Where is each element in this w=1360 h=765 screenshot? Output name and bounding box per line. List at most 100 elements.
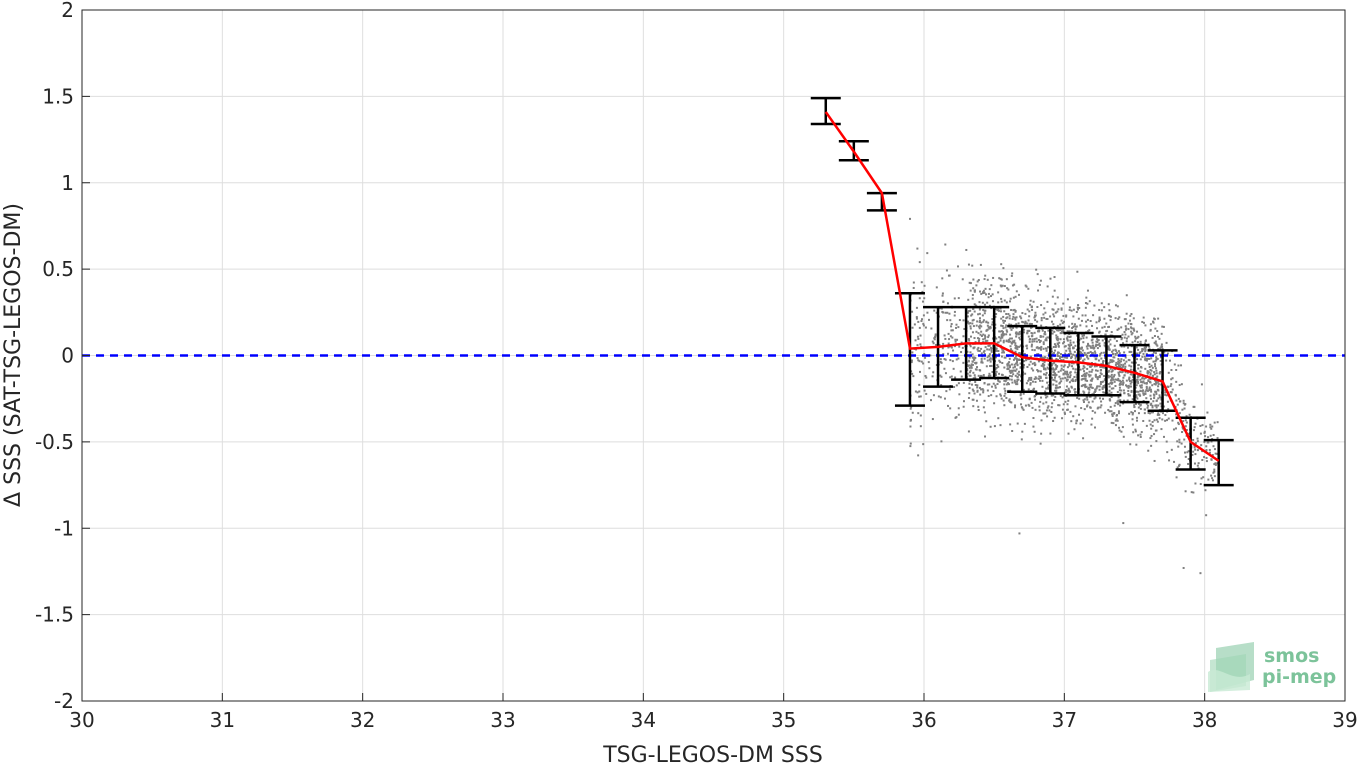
- scatter-point: [1131, 341, 1134, 344]
- scatter-point: [1130, 333, 1133, 336]
- scatter-point: [1020, 438, 1023, 441]
- scatter-point: [1042, 356, 1045, 359]
- scatter-point: [1150, 364, 1153, 367]
- scatter-point: [941, 292, 944, 295]
- scatter-point: [1116, 362, 1119, 365]
- scatter-point: [1054, 344, 1057, 347]
- scatter-point: [982, 333, 985, 336]
- scatter-point: [1088, 391, 1091, 394]
- scatter-point: [1148, 412, 1151, 415]
- scatter-point: [1083, 370, 1086, 373]
- scatter-point: [1015, 331, 1018, 334]
- scatter-point: [1051, 295, 1054, 298]
- x-tick-label: 35: [771, 708, 796, 732]
- scatter-point: [944, 337, 947, 340]
- scatter-point: [1030, 343, 1033, 346]
- scatter-point: [1081, 349, 1084, 352]
- scatter-point: [983, 357, 986, 360]
- scatter-point: [1023, 360, 1026, 363]
- scatter-point: [984, 309, 987, 312]
- scatter-point: [1074, 328, 1077, 331]
- scatter-point: [1006, 316, 1009, 319]
- scatter-point: [918, 261, 921, 264]
- scatter-point: [1149, 372, 1152, 375]
- scatter-point: [978, 319, 981, 322]
- scatter-point: [1180, 364, 1183, 367]
- scatter-point: [1023, 352, 1026, 355]
- scatter-point: [1102, 397, 1105, 400]
- scatter-point: [1148, 357, 1151, 360]
- scatter-point: [1150, 369, 1153, 372]
- scatter-point: [909, 418, 912, 421]
- scatter-point: [1075, 311, 1078, 314]
- scatter-point: [1142, 352, 1145, 355]
- scatter-point: [1207, 436, 1210, 439]
- scatter-point: [932, 371, 935, 374]
- scatter-point: [1153, 433, 1156, 436]
- scatter-point: [1178, 384, 1181, 387]
- scatter-point: [990, 385, 993, 388]
- scatter-point: [1043, 316, 1046, 319]
- scatter-point: [1103, 325, 1106, 328]
- scatter-point: [991, 323, 994, 326]
- scatter-point: [915, 306, 918, 309]
- scatter-point: [974, 383, 977, 386]
- scatter-point: [1033, 361, 1036, 364]
- scatter-point: [1014, 318, 1017, 321]
- scatter-point: [1128, 364, 1131, 367]
- scatter-point: [929, 354, 932, 357]
- scatter-point: [1054, 372, 1057, 375]
- scatter-point: [1214, 452, 1217, 455]
- scatter-point: [1155, 359, 1158, 362]
- scatter-point: [1083, 366, 1086, 369]
- scatter-point: [1123, 336, 1126, 339]
- scatter-point: [1122, 402, 1125, 405]
- scatter-point: [1026, 331, 1029, 334]
- scatter-point: [1100, 381, 1103, 384]
- scatter-point: [989, 326, 992, 329]
- scatter-point: [1208, 451, 1211, 454]
- scatter-point: [1051, 332, 1054, 335]
- scatter-point: [1012, 340, 1015, 343]
- scatter-point: [1001, 334, 1004, 337]
- scatter-point: [1084, 314, 1087, 317]
- scatter-point: [1034, 398, 1037, 401]
- scatter-point: [1014, 355, 1017, 358]
- scatter-point: [955, 323, 958, 326]
- scatter-point: [1016, 364, 1019, 367]
- scatter-point: [1031, 380, 1034, 383]
- scatter-point: [1039, 279, 1042, 282]
- scatter-point: [1013, 357, 1016, 360]
- scatter-point: [1029, 299, 1032, 302]
- scatter-point: [1178, 464, 1181, 467]
- scatter-point: [966, 315, 969, 318]
- scatter-point: [952, 367, 955, 370]
- scatter-point: [1002, 339, 1005, 342]
- scatter-point: [1075, 376, 1078, 379]
- scatter-point: [1064, 352, 1067, 355]
- scatter-point: [1068, 364, 1071, 367]
- scatter-point: [1065, 378, 1068, 381]
- scatter-point: [920, 318, 923, 321]
- scatter-point: [1082, 390, 1085, 393]
- scatter-point: [1071, 330, 1074, 333]
- scatter-point: [1016, 422, 1019, 425]
- scatter-point: [1194, 442, 1197, 445]
- scatter-point: [1130, 390, 1133, 393]
- scatter-point: [1204, 435, 1207, 438]
- scatter-point: [1011, 340, 1014, 343]
- scatter-point: [969, 327, 972, 330]
- scatter-point: [1119, 365, 1122, 368]
- x-tick-label: 38: [1192, 708, 1217, 732]
- logo-mark: [1208, 642, 1254, 692]
- scatter-point: [987, 374, 990, 377]
- scatter-point: [963, 327, 966, 330]
- scatter-point: [1060, 332, 1063, 335]
- scatter-point: [1153, 317, 1156, 320]
- scatter-point: [927, 318, 930, 321]
- scatter-point: [1115, 365, 1118, 368]
- scatter-point: [1012, 315, 1015, 318]
- scatter-point: [1033, 340, 1036, 343]
- scatter-point: [1050, 406, 1053, 409]
- scatter-point: [1078, 413, 1081, 416]
